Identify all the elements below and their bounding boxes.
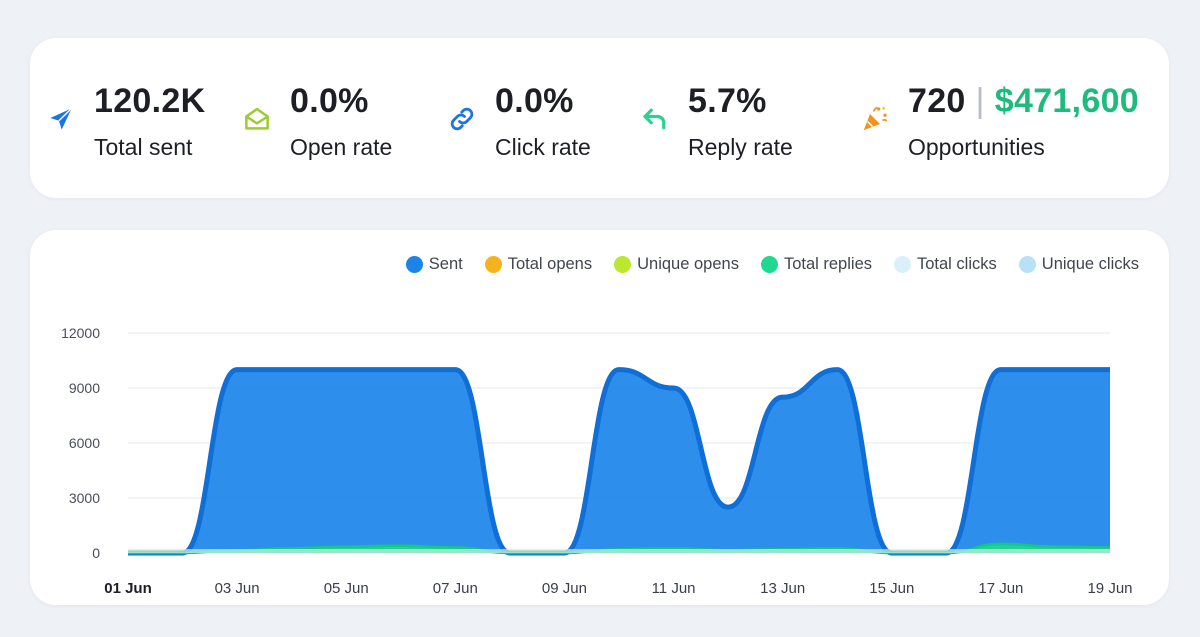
x-tick-label: 07 Jun (433, 580, 478, 597)
party-popper-icon (860, 104, 890, 134)
area-sent (128, 369, 1110, 553)
legend-label: Unique opens (637, 255, 739, 273)
envelope-open-icon (242, 104, 272, 134)
legend-label: Total replies (783, 255, 872, 273)
reply-arrow-icon (640, 104, 670, 134)
x-tick-label: 03 Jun (215, 580, 260, 597)
chart-card: Sent Total opens Unique opens Total replies… (30, 230, 1169, 605)
stats-card: 120.2K Total sent 0.0% Open rate 0.0% Cl… (30, 38, 1169, 198)
reply-rate-label: Reply rate (688, 134, 793, 160)
legend-item-unique-opens[interactable]: Unique opens (614, 255, 739, 274)
legend-dot (1018, 256, 1036, 273)
x-tick-label: 05 Jun (324, 580, 369, 597)
legend-item-total-opens[interactable]: Total opens (484, 255, 593, 274)
x-tick-label: 13 Jun (760, 580, 805, 597)
reply-rate-value: 5.7% (688, 82, 767, 120)
x-tick-label: 17 Jun (978, 580, 1023, 597)
legend-item-unique-clicks[interactable]: Unique clicks (1018, 255, 1139, 274)
open-rate-value: 0.0% (290, 82, 369, 120)
legend-dot (405, 256, 423, 273)
opportunities-amount: $471,600 (994, 82, 1139, 120)
open-rate-label: Open rate (290, 134, 393, 160)
x-tick-label: 19 Jun (1087, 580, 1132, 597)
sent-area-chart: 0 3000 6000 9000 12000 01 Jun 03 Jun 05 Jun 07 J… (61, 325, 1132, 597)
opportunities-label: Opportunities (908, 134, 1045, 160)
baseline-band (128, 549, 1110, 553)
y-tick-label: 12000 (61, 325, 100, 341)
y-tick-label: 3000 (69, 490, 100, 506)
x-tick-label: 01 Jun (104, 580, 152, 597)
legend-dot (484, 256, 502, 273)
legend-dot (760, 256, 778, 273)
legend-item-total-replies[interactable]: Total replies (760, 255, 872, 274)
click-rate-value: 0.0% (495, 82, 574, 120)
paper-plane-icon (46, 104, 76, 134)
legend-label: Unique clicks (1041, 255, 1139, 273)
legend-item-sent[interactable]: Sent (405, 255, 463, 274)
opportunities-count: 720 (908, 82, 966, 120)
y-tick-label: 6000 (69, 435, 100, 451)
total-sent-label: Total sent (94, 134, 193, 160)
chart-legend: Sent Total opens Unique opens Total replies… (405, 255, 1139, 274)
legend-dot (614, 256, 632, 273)
opportunities-value: 720 | $471,600 (908, 82, 1139, 121)
legend-dot (894, 256, 911, 273)
total-sent-value: 120.2K (94, 82, 206, 120)
y-tick-label: 0 (92, 545, 100, 561)
opportunities-separator: | (975, 82, 985, 120)
x-tick-label: 15 Jun (869, 580, 914, 597)
legend-item-total-clicks[interactable]: Total clicks (894, 255, 997, 274)
legend-label: Total clicks (917, 255, 997, 273)
x-tick-label: 11 Jun (652, 580, 696, 597)
click-rate-label: Click rate (495, 134, 591, 160)
y-tick-label: 9000 (69, 380, 100, 396)
legend-label: Total opens (507, 255, 593, 273)
link-icon (447, 104, 477, 134)
legend-label: Sent (428, 255, 463, 273)
x-tick-label: 09 Jun (542, 580, 587, 597)
